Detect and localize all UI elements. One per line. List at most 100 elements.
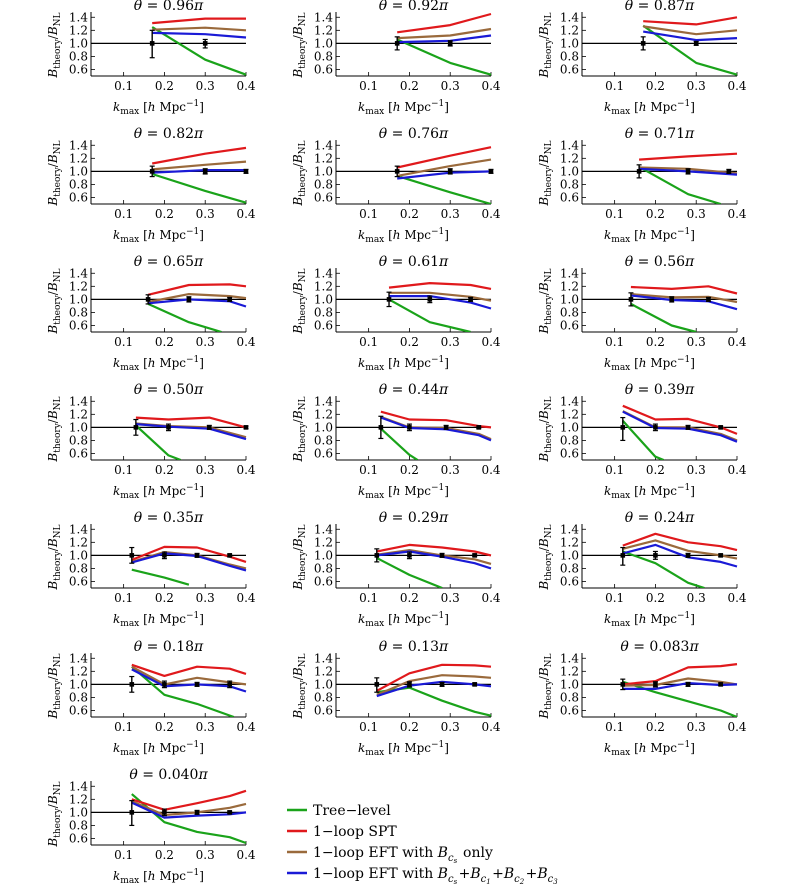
series-line-eftall [147,298,247,308]
y-tick-label: 1.4 [69,779,88,793]
x-tick-label: 0.1 [359,207,378,221]
y-tick-label: 0.8 [69,177,88,191]
panel: θ = 0.82π 0.60.81.01.21.4 0.1 0.2 0.3 0.4 Bthe… [46,126,256,245]
series-line-spt [131,789,247,811]
panel: θ = 0.87π 0.60.81.01.21.4 0.1 0.2 0.3 0.4 Bthe… [537,0,747,117]
series-line-spt [376,663,492,692]
data-point [427,295,433,304]
x-tick-label: 0.4 [481,207,500,221]
x-tick-label: 0.1 [114,591,133,605]
series-line-spt [622,404,738,435]
y-axis-label: Btheory/BNL [537,653,554,719]
x-tick-label: 0.3 [196,720,215,734]
data-point [374,548,380,563]
y-tick-label: 0.8 [69,433,88,447]
y-tick-label: 1.4 [560,522,579,536]
series-line-tree [151,26,247,76]
x-axis-label: kmax [h Mpc−1] [358,611,449,629]
y-tick-label: 0.8 [69,690,88,704]
y-tick-label: 1.0 [69,548,88,562]
x-tick-label: 0.2 [155,335,174,349]
panel-title: θ = 0.040π [129,767,208,783]
series-line-tree [131,665,235,717]
data-point [439,681,445,687]
y-axis-label: Btheory/BNL [46,653,63,719]
data-point [206,424,212,430]
data-point [243,425,249,430]
x-tick-label: 0.3 [441,335,460,349]
data-point [628,292,634,307]
x-tick-label: 0.3 [687,591,706,605]
panel: θ = 0.29π 0.60.81.01.21.4 0.1 0.2 0.3 0.4 Bthe… [291,510,501,629]
data-point [227,810,233,815]
x-tick-label: 0.1 [605,335,624,349]
series-line-eftcs [147,293,247,304]
series-line-tree [396,174,492,204]
y-tick-label: 1.2 [314,664,333,678]
y-tick-label: 0.8 [69,305,88,319]
panel: θ = 0.65π 0.60.81.01.21.4 0.1 0.2 0.3 0.4 Bthe… [46,254,256,373]
panel: θ = 0.24π 0.60.81.01.21.4 0.1 0.2 0.3 0.4 Bthe… [537,510,747,629]
data-point [718,682,724,687]
y-tick-label: 1.2 [314,151,333,165]
data-point [227,680,233,689]
series-line-tree [642,24,738,76]
data-point [472,682,478,687]
y-axis-label: Btheory/BNL [537,268,554,334]
y-axis-label: Btheory/BNL [46,12,63,78]
x-axis-label: kmax [h Mpc−1] [113,868,204,886]
y-tick-label: 1.2 [314,279,333,293]
series-line-tree [638,165,722,204]
y-axis-label: Btheory/BNL [291,524,308,590]
panel-title: θ = 0.13π [379,639,449,655]
data-point [636,164,642,179]
y-tick-label: 1.4 [560,138,579,152]
y-tick-label: 1.0 [69,292,88,306]
y-tick-label: 1.0 [314,164,333,178]
series-line-spt [131,663,247,678]
x-axis-label: kmax [h Mpc−1] [604,355,695,373]
series-line-spt [396,146,492,169]
x-tick-label: 0.1 [114,463,133,477]
y-tick-label: 0.6 [69,574,88,588]
y-axis-label: Btheory/BNL [46,781,63,847]
y-tick-label: 1.4 [69,138,88,152]
x-tick-label: 0.3 [687,207,706,221]
y-axis-label: Btheory/BNL [537,140,554,206]
y-tick-label: 1.0 [69,164,88,178]
series-line-eftall [643,30,738,42]
data-point [718,425,724,430]
legend-item: 1−loop SPT [287,824,397,840]
series-line-spt [135,416,247,429]
y-tick-label: 0.8 [560,690,579,704]
x-tick-label: 0.2 [155,848,174,862]
y-tick-label: 1.2 [560,407,579,421]
y-tick-label: 0.8 [314,561,333,575]
panel-title: θ = 0.96π [134,0,204,14]
series-line-eftcs [152,160,247,171]
x-tick-label: 0.4 [236,720,255,734]
x-tick-label: 0.3 [441,720,460,734]
panel-title: θ = 0.71π [625,126,695,142]
panel-title: θ = 0.083π [620,639,699,655]
x-tick-label: 0.4 [481,463,500,477]
y-tick-label: 1.4 [69,651,88,665]
x-tick-label: 0.3 [196,207,215,221]
x-tick-label: 0.3 [441,463,460,477]
y-tick-label: 1.0 [69,36,88,50]
data-point [386,291,392,308]
y-tick-label: 0.8 [314,690,333,704]
y-tick-label: 0.6 [314,62,333,76]
y-tick-label: 1.2 [69,535,88,549]
y-axis-label: Btheory/BNL [46,396,63,462]
data-point [652,681,658,688]
y-tick-label: 1.2 [69,664,88,678]
x-axis-label: kmax [h Mpc−1] [113,99,204,117]
x-axis-label: kmax [h Mpc−1] [604,99,695,117]
panel-title: θ = 0.39π [625,382,695,398]
y-axis-label: Btheory/BNL [291,396,308,462]
data-point [488,168,494,174]
series-line-eftcs [376,674,492,696]
legend-label: 1−loop EFT with Bcs only [313,845,493,865]
y-tick-label: 1.0 [560,548,579,562]
